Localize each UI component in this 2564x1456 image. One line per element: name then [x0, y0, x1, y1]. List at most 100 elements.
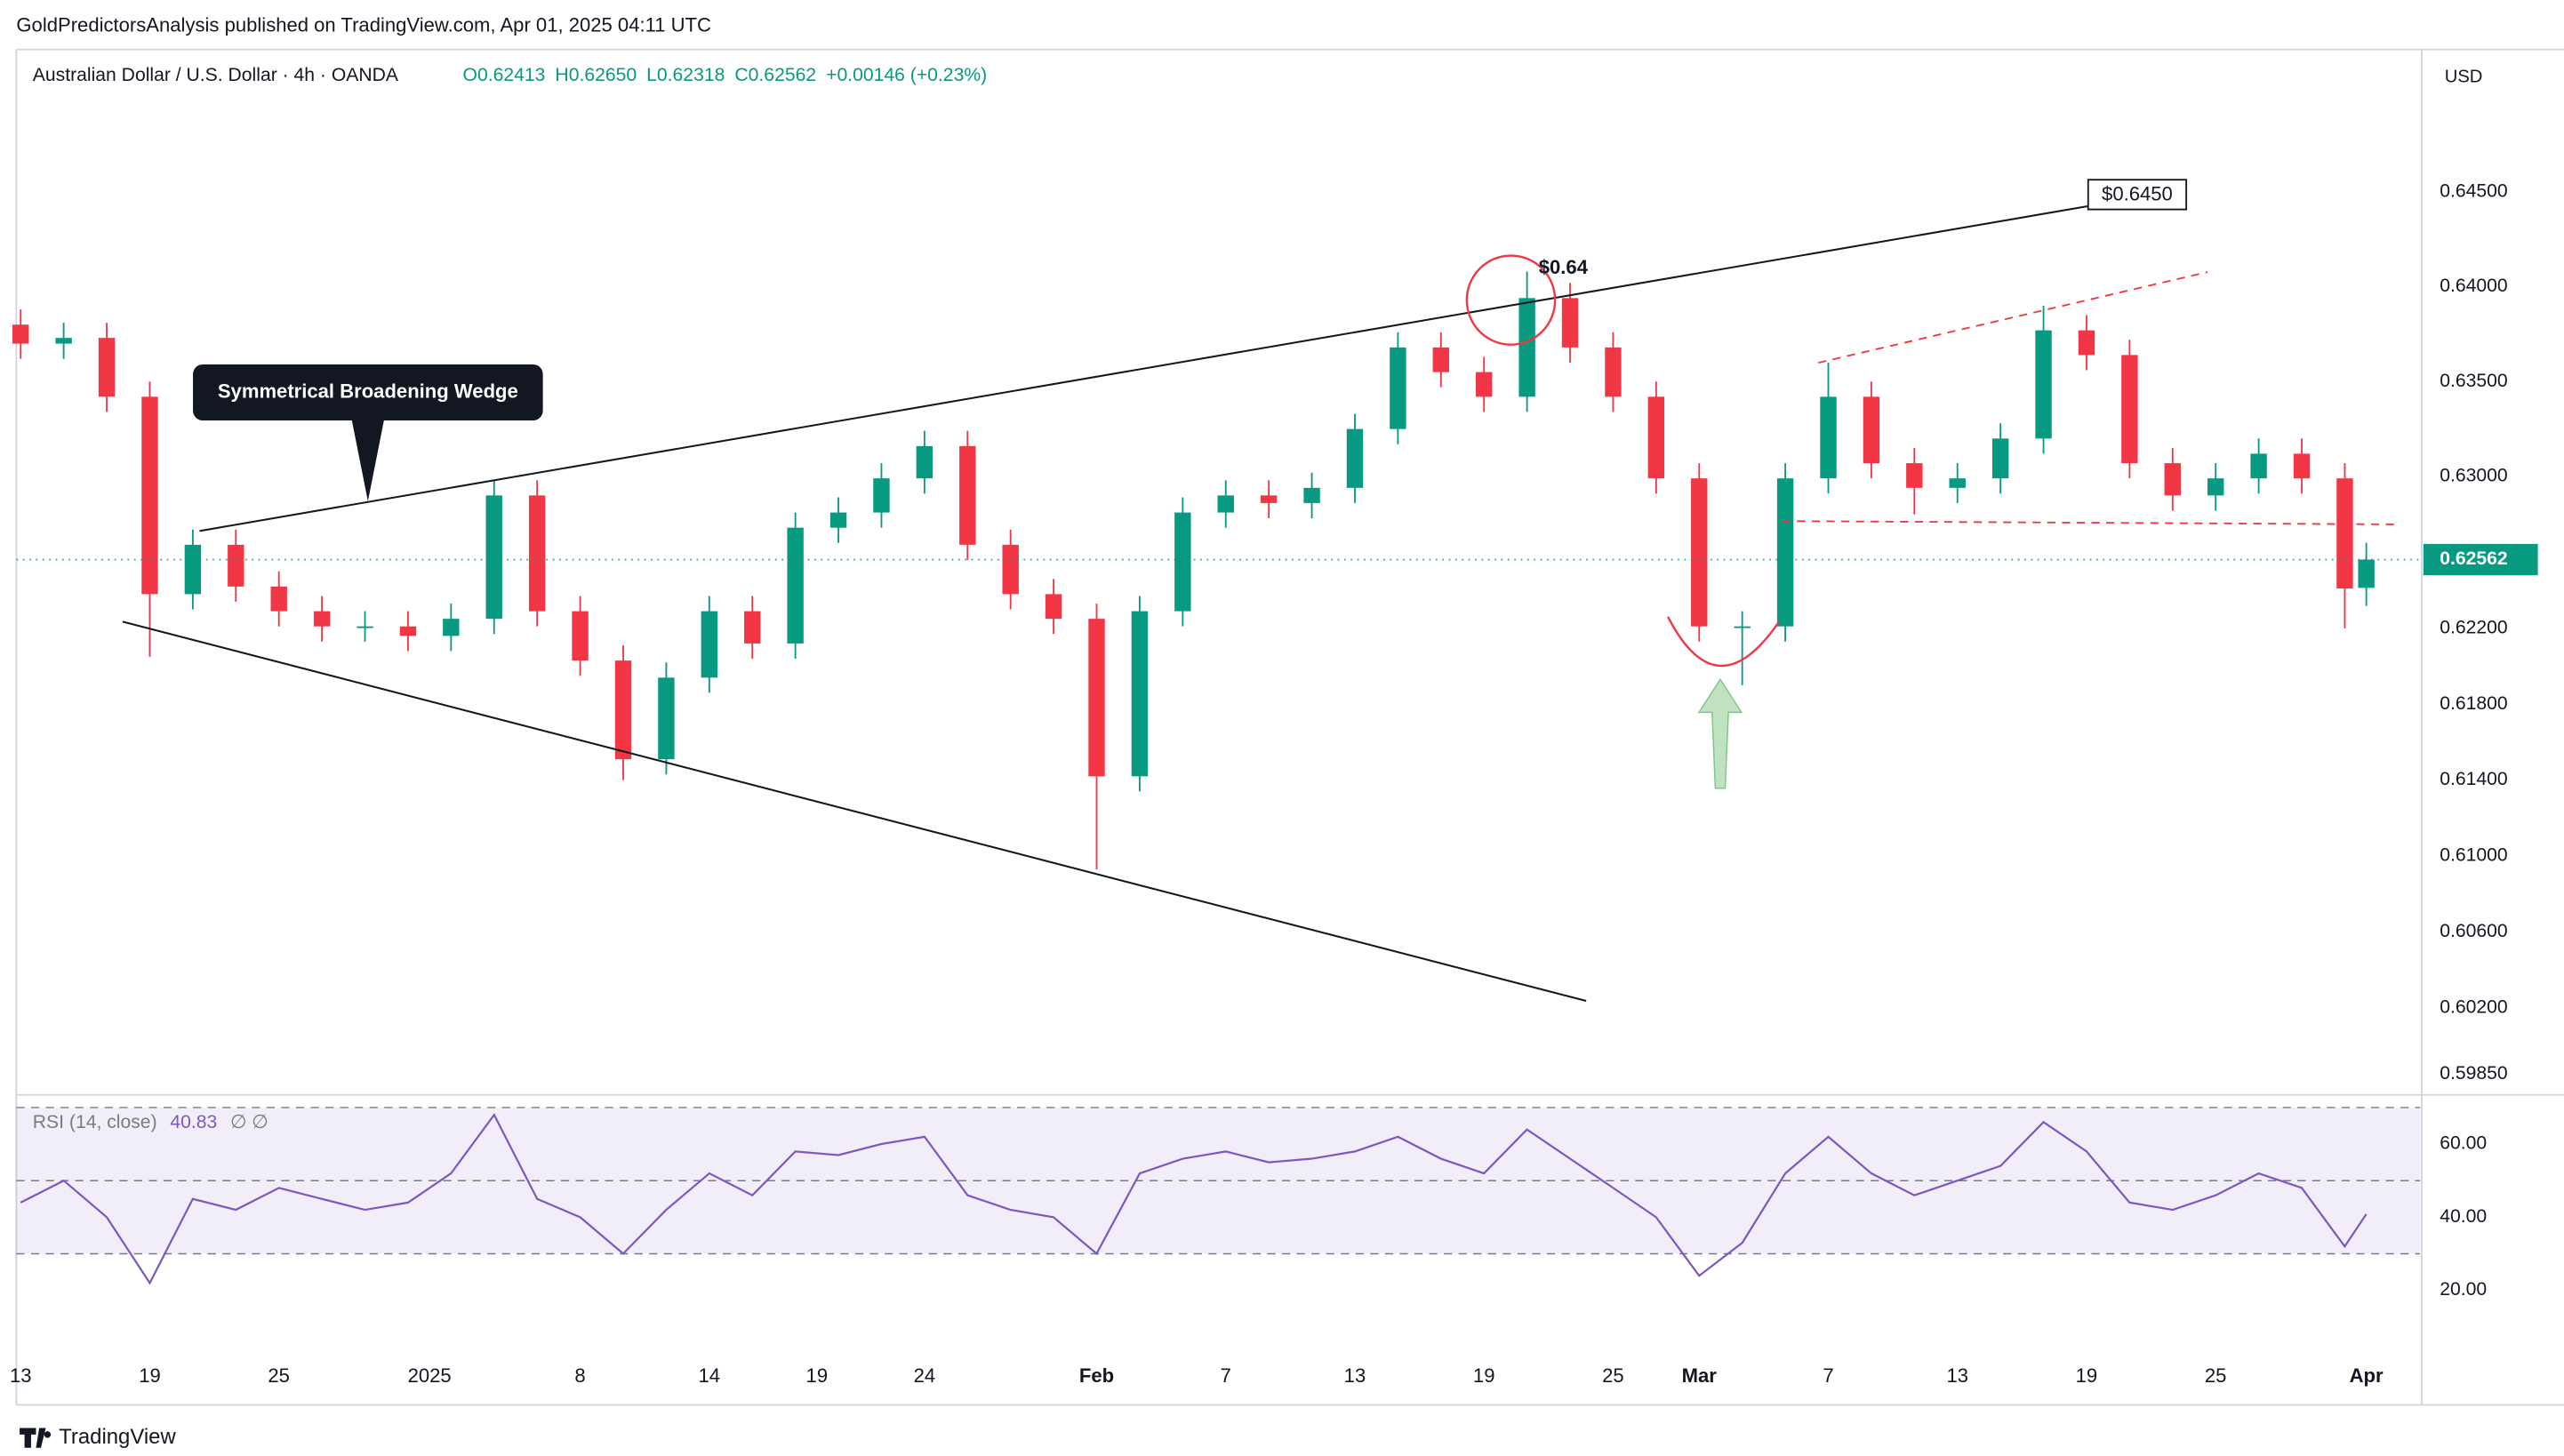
x-tick-label: 25	[2205, 1364, 2227, 1387]
candle-body	[228, 544, 244, 587]
candle-body	[2078, 330, 2095, 356]
y-tick-label: 0.64500	[2440, 180, 2507, 201]
x-tick-label: Apr	[2350, 1364, 2384, 1387]
candle-body	[1045, 594, 1062, 620]
candle-body	[399, 626, 417, 636]
candle-body	[1863, 396, 1880, 464]
candle-body	[1734, 626, 1751, 628]
y-tick-label: 0.64000	[2440, 275, 2507, 296]
y-tick-label: 0.61000	[2440, 844, 2507, 866]
peak-label: $0.64	[1539, 256, 1589, 278]
candle-body	[959, 445, 976, 545]
candle-body	[443, 619, 460, 636]
target-box	[2087, 179, 2188, 211]
candle-body	[2035, 330, 2052, 439]
candle-body	[1820, 396, 1837, 479]
quote-value: +0.00146 (+0.23%)	[826, 64, 987, 85]
x-tick-label: 13	[10, 1364, 32, 1387]
candle-body	[658, 677, 675, 760]
candle-body	[1260, 495, 1278, 503]
resistance-dashed-line	[1818, 271, 2208, 364]
quote-value: C0.62562	[734, 64, 816, 85]
candle-body	[12, 324, 29, 344]
candle-body	[1432, 347, 1449, 372]
x-tick-label: 19	[1473, 1364, 1495, 1387]
y-tick-label: 0.61400	[2440, 768, 2507, 789]
candle-body	[701, 611, 718, 678]
rsi-legend-value: 40.83	[170, 1111, 217, 1132]
candle-body	[744, 611, 761, 644]
rsi-legend-name: RSI (14, close)	[33, 1111, 157, 1132]
callout-text: Symmetrical Broadening Wedge	[218, 380, 518, 402]
candle-body	[1991, 438, 2009, 479]
candle-body	[1174, 512, 1191, 612]
candle-body	[2358, 559, 2375, 588]
x-tick-label: 13	[1946, 1364, 1968, 1387]
candle-body	[1776, 478, 1794, 627]
quote-value: O0.62413	[463, 64, 546, 85]
up-arrow	[1697, 677, 1743, 789]
wedge-lower-line	[122, 620, 1587, 1002]
x-tick-label: 19	[139, 1364, 161, 1387]
candle-body	[873, 478, 890, 513]
y-tick-label: 0.61800	[2440, 692, 2507, 714]
y-tick-label: 0.62200	[2440, 616, 2507, 637]
candle-body	[357, 626, 373, 628]
x-tick-label: 13	[1344, 1364, 1366, 1387]
rsi-legend-inputs: ∅ ∅	[230, 1111, 268, 1132]
target-label: $0.6450	[2102, 183, 2173, 205]
candle-body	[2164, 463, 2181, 496]
candle-body	[2250, 453, 2267, 479]
candle-body	[1949, 478, 1966, 488]
y-tick-label: 0.60600	[2440, 920, 2507, 941]
x-tick-label: 24	[914, 1364, 936, 1387]
currency-label: USD	[2445, 67, 2483, 86]
x-tick-label: 2025	[408, 1364, 452, 1387]
labels-layer: O0.62413 H0.62650 L0.62318 C0.62562 +0.00146…	[10, 64, 2538, 1387]
candle-body	[2121, 355, 2138, 464]
candle-body	[1561, 298, 1579, 348]
candle-body	[1303, 487, 1320, 503]
publisher-header: GoldPredictorsAnalysis published on Trad…	[16, 13, 711, 36]
brand-logo	[20, 1428, 52, 1448]
callout-box	[193, 364, 543, 421]
candle-body	[1002, 544, 1019, 595]
x-tick-label: 25	[268, 1364, 290, 1387]
candle-body	[829, 512, 847, 528]
candle-body	[528, 495, 546, 612]
candle-body	[572, 611, 589, 661]
quote-value: L0.62318	[646, 64, 725, 85]
wedge-upper-line	[199, 204, 2098, 532]
candle-body	[916, 445, 933, 479]
candle-body	[2336, 478, 2353, 588]
y-tick-label: 0.59850	[2440, 1062, 2507, 1084]
brand-name: TradingView	[59, 1425, 176, 1449]
candle-body	[184, 544, 202, 595]
rsi-tick-label: 60.00	[2440, 1132, 2487, 1154]
x-tick-label: 7	[1221, 1364, 1231, 1387]
candle-body	[313, 611, 331, 627]
y-tick-label: 0.63000	[2440, 465, 2507, 486]
candle-body	[1088, 619, 1105, 777]
candle-body	[1647, 396, 1665, 479]
top-circle	[1465, 254, 1557, 346]
candle-body	[1476, 372, 1493, 397]
candle-body	[98, 338, 116, 397]
y-tick-label: 0.63500	[2440, 370, 2507, 391]
price-layer	[12, 271, 2421, 1285]
rsi-tick-label: 40.00	[2440, 1205, 2487, 1227]
candle-body	[614, 660, 632, 760]
candle-body	[1346, 428, 1364, 488]
candle-body	[141, 396, 158, 595]
last-price-label: 0.62562	[2440, 548, 2507, 569]
callout-pointer	[351, 419, 385, 501]
x-tick-label: Feb	[1079, 1364, 1114, 1387]
candle-body	[1691, 478, 1708, 627]
x-tick-label: 19	[2076, 1364, 2098, 1387]
rsi-line	[20, 1113, 2368, 1285]
x-tick-label: 8	[574, 1364, 585, 1387]
last-price-box	[2423, 543, 2538, 576]
